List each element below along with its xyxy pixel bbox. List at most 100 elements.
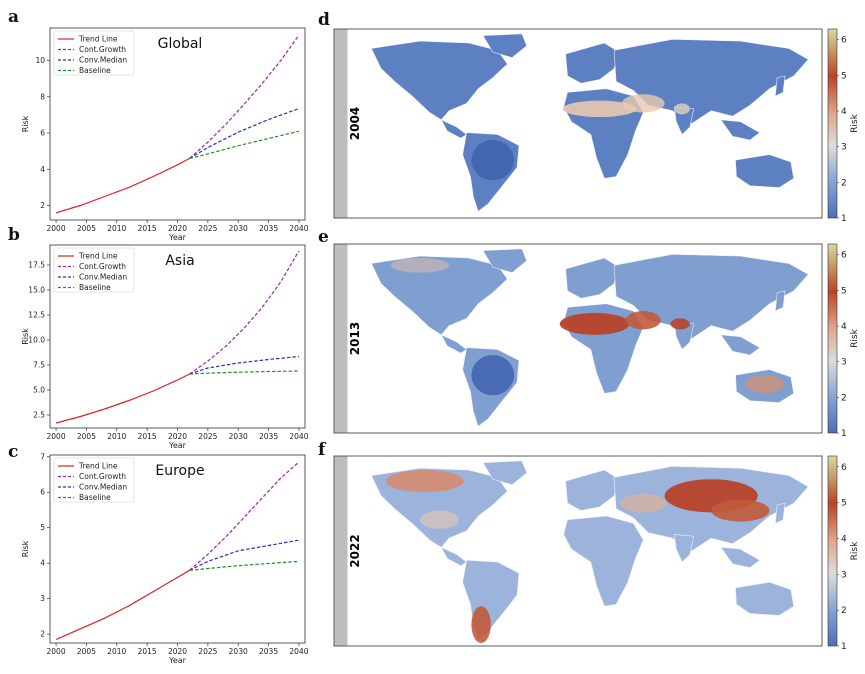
- colorbar-tick-label: 4: [841, 534, 847, 544]
- y-tick-label: 5: [40, 523, 45, 532]
- y-tick-label: 7.5: [33, 361, 45, 370]
- line-chart-panels: a 2000 2005 2010 2015 2020 2025 2030 2035 2040 2 4 6…: [8, 7, 309, 665]
- world-map: [370, 460, 809, 643]
- colorbar-label: Risk: [850, 113, 860, 132]
- x-tick-label: 2030: [229, 224, 248, 233]
- panel-letter-a: a: [8, 7, 19, 27]
- y-tick-label: 10: [35, 56, 45, 65]
- map-panel-d: d 2004 1 2 3 4 5 6 Risk: [318, 10, 860, 224]
- x-axis-label: Year: [168, 233, 187, 242]
- legend-box: [53, 457, 135, 503]
- series-conv-median: [189, 355, 299, 375]
- year-label: 2022: [348, 534, 362, 567]
- risk-hotspot: [562, 100, 637, 118]
- map-panel-f: f 2022 1 2 3 4 5 6 Risk: [318, 440, 860, 652]
- legend-entry: Conv.Median: [79, 483, 127, 492]
- legend-entry: Trend Line: [78, 35, 118, 44]
- y-tick-label: 10.0: [28, 336, 45, 345]
- colorbar: [827, 455, 838, 647]
- x-tick-label: 2005: [77, 647, 96, 656]
- x-tick-label: 2015: [138, 647, 157, 656]
- y-tick-label: 2: [40, 630, 45, 639]
- risk-hotspot: [745, 375, 785, 394]
- y-tick-label: 17.5: [28, 261, 45, 270]
- colorbar-tick-label: 2: [841, 393, 847, 403]
- x-tick-label: 2020: [168, 432, 187, 441]
- region-title: Asia: [165, 253, 194, 269]
- panel-letter-c: c: [8, 442, 18, 462]
- x-tick-label: 2025: [198, 224, 217, 233]
- series-conv-median: [189, 539, 300, 571]
- x-tick-label: 2025: [198, 647, 217, 656]
- y-tick-label: 7: [40, 452, 45, 461]
- year-label: 2004: [348, 107, 362, 140]
- panel-letter-e: e: [318, 227, 329, 247]
- colorbar-tick-label: 1: [841, 429, 847, 439]
- y-tick-label: 8: [40, 92, 45, 101]
- x-tick-label: 2000: [47, 647, 66, 656]
- colorbar: [827, 243, 838, 434]
- panel-letter-b: b: [8, 225, 20, 245]
- year-strip: [334, 29, 348, 218]
- risk-hotspot: [625, 311, 661, 330]
- series-cont-growth: [189, 461, 300, 571]
- amazon-region: [471, 354, 515, 396]
- series-trend-line: [55, 157, 190, 214]
- year-label: 2013: [348, 322, 362, 355]
- legend-entry: Baseline: [79, 493, 111, 502]
- x-tick-label: 2025: [198, 432, 217, 441]
- x-tick-label: 2015: [138, 224, 157, 233]
- x-tick-label: 2010: [107, 432, 126, 441]
- line-panel-b: b 2000 2005 2010 2015 2020 2025 2030 2035 2040 2.5…: [8, 225, 309, 450]
- x-tick-label: 2010: [107, 224, 126, 233]
- year-strip: [334, 244, 348, 433]
- line-panel-a: a 2000 2005 2010 2015 2020 2025 2030 2035 2040 2 4 6…: [8, 7, 309, 242]
- y-tick-label: 6: [40, 488, 45, 497]
- x-tick-label: 2040: [289, 224, 308, 233]
- region-title: Europe: [155, 463, 204, 479]
- risk-hotspot: [471, 606, 491, 643]
- colorbar-tick-label: 5: [841, 286, 847, 296]
- colorbar-tick-label: 4: [841, 322, 847, 332]
- series-conv-median: [189, 108, 300, 159]
- world-map: [370, 33, 809, 212]
- colorbar-tick-label: 3: [841, 570, 847, 580]
- series-baseline: [189, 370, 299, 375]
- y-tick-label: 2: [40, 201, 45, 210]
- colorbar-tick-label: 6: [841, 463, 847, 473]
- region-title: Global: [158, 36, 203, 52]
- x-tick-label: 2005: [77, 224, 96, 233]
- x-tick-label: 2015: [138, 432, 157, 441]
- colorbar-tick-label: 1: [841, 214, 847, 224]
- y-tick-label: 6: [40, 129, 45, 138]
- risk-hotspot: [619, 493, 667, 513]
- risk-hotspot: [390, 257, 450, 273]
- legend-entry: Cont.Growth: [79, 45, 126, 54]
- x-axis-label: Year: [168, 441, 187, 450]
- x-tick-label: 2000: [47, 224, 66, 233]
- legend-entry: Cont.Growth: [79, 262, 126, 271]
- risk-hotspot: [419, 510, 459, 529]
- panel-letter-d: d: [318, 10, 330, 30]
- colorbar-label: Risk: [850, 328, 860, 347]
- risk-hotspot: [385, 470, 464, 493]
- legend-entry: Conv.Median: [79, 56, 127, 65]
- x-tick-label: 2010: [107, 647, 126, 656]
- series-cont-growth: [189, 250, 300, 375]
- x-tick-label: 2040: [289, 647, 308, 656]
- y-tick-label: 4: [40, 165, 45, 174]
- colorbar-tick-label: 2: [841, 606, 847, 616]
- risk-hotspot: [621, 94, 665, 113]
- x-tick-label: 2030: [229, 647, 248, 656]
- x-tick-label: 2030: [229, 432, 248, 441]
- x-tick-label: 2020: [168, 647, 187, 656]
- y-axis-label: Risk: [21, 540, 30, 557]
- series-baseline: [189, 130, 300, 159]
- x-tick-label: 2040: [289, 432, 308, 441]
- legend-entry: Trend Line: [78, 462, 118, 471]
- risk-hotspot: [670, 318, 690, 330]
- legend-box: [53, 30, 135, 76]
- legend-entry: Baseline: [79, 66, 111, 75]
- y-tick-label: 5.0: [33, 386, 45, 395]
- y-tick-label: 12.5: [28, 311, 45, 320]
